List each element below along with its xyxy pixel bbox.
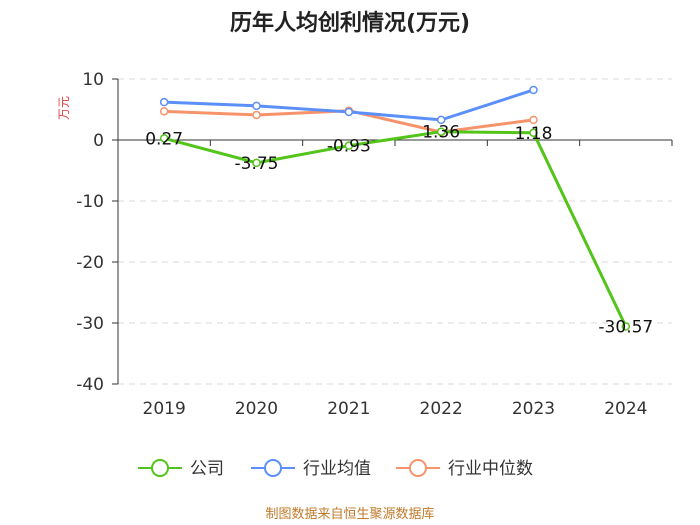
y-tick-label: 0	[93, 131, 104, 151]
x-tick-label: 2024	[604, 399, 647, 419]
data-point	[529, 85, 538, 95]
grid	[118, 78, 672, 385]
x-tick-label: 2022	[420, 399, 463, 419]
x-ticks: 2019 2020 2021 2022 2023 2024	[143, 399, 648, 419]
y-tick-label: 10	[82, 70, 104, 90]
series-points	[159, 85, 631, 331]
data-point	[159, 97, 169, 107]
data-label: 1.18	[515, 124, 553, 144]
data-label: -0.93	[327, 137, 371, 157]
legend-marker	[409, 459, 427, 477]
y-tick-label: -20	[76, 253, 104, 273]
data-point	[252, 101, 261, 111]
x-tick-label: 2021	[327, 399, 370, 419]
axes	[117, 79, 673, 384]
y-ticks: 10 0 -10 -20 -30 -40	[76, 70, 118, 395]
data-label: -30.57	[598, 317, 653, 337]
data-labels: 0.27 -3.75 -0.93 1.36 1.18 -30.57	[145, 123, 653, 338]
data-point	[252, 158, 261, 168]
data-label: -3.75	[235, 154, 279, 174]
y-axis-unit: 万元	[57, 96, 71, 120]
data-point	[159, 107, 169, 116]
legend-label: 行业中位数	[448, 459, 533, 479]
data-point	[436, 115, 446, 125]
data-point	[159, 134, 169, 143]
data-label: 0.27	[145, 129, 183, 149]
legend-label: 公司	[190, 459, 224, 479]
x-tick-label: 2020	[235, 399, 278, 419]
y-tick-label: -30	[76, 314, 104, 334]
data-point	[621, 322, 631, 331]
series-line-0	[163, 130, 628, 328]
legend-label: 行业均值	[303, 459, 371, 479]
y-tick-label: -10	[76, 192, 104, 212]
data-point	[529, 115, 538, 125]
source-note: 制图数据来自恒生聚源数据库	[265, 506, 434, 522]
legend: 公司 行业均值 行业中位数	[138, 459, 533, 479]
data-point	[344, 107, 354, 117]
data-point	[252, 110, 261, 120]
data-label: 1.36	[422, 123, 460, 143]
legend-marker	[151, 459, 169, 477]
chart-title: 历年人均创利情况(万元)	[230, 10, 470, 36]
y-tick-label: -40	[76, 375, 104, 395]
legend-marker	[264, 459, 282, 477]
data-point	[436, 127, 446, 136]
series-lines	[163, 88, 628, 328]
data-point	[344, 141, 354, 150]
x-tick-label: 2023	[512, 399, 555, 419]
x-tick-label: 2019	[143, 399, 186, 419]
data-point	[529, 128, 538, 138]
